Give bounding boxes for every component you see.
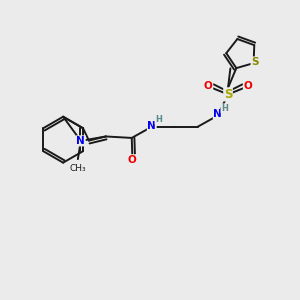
Text: N: N bbox=[76, 136, 85, 146]
Text: O: O bbox=[204, 81, 213, 91]
Text: O: O bbox=[128, 155, 137, 165]
Text: S: S bbox=[224, 88, 232, 101]
Text: H: H bbox=[155, 115, 162, 124]
Text: O: O bbox=[243, 81, 252, 91]
Text: N: N bbox=[147, 121, 156, 130]
Text: S: S bbox=[251, 57, 259, 67]
Text: CH₃: CH₃ bbox=[70, 164, 86, 173]
Text: H: H bbox=[221, 104, 228, 113]
Text: N: N bbox=[213, 110, 222, 119]
